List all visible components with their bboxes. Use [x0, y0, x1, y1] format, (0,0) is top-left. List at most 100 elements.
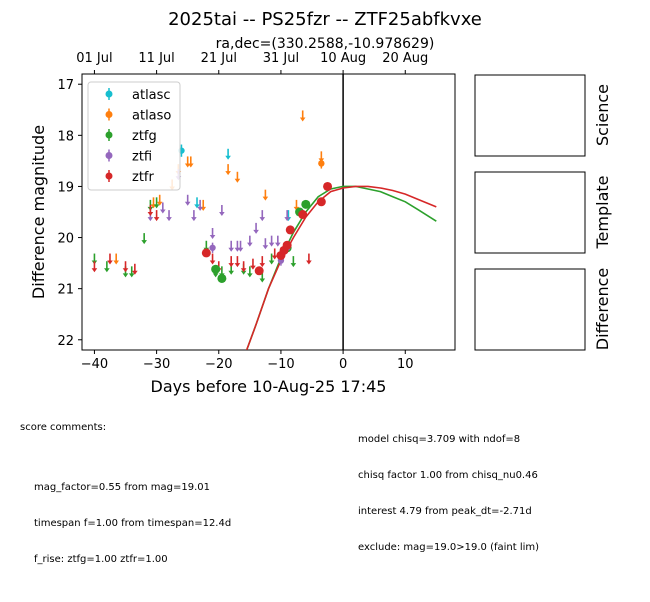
- limit-head: [122, 268, 129, 273]
- detection-point: [254, 266, 264, 276]
- limit-head: [128, 273, 135, 278]
- upper-limit-marker: [306, 253, 312, 265]
- y-tick-label: 22: [57, 334, 74, 349]
- upper-limit-marker: [271, 248, 278, 260]
- upper-limit-marker: [262, 238, 269, 250]
- limit-head: [219, 212, 225, 216]
- legend: atlasc atlaso ztfg ztfi ztfr: [87, 81, 181, 191]
- upper-limit-marker: [107, 253, 113, 265]
- upper-limit-marker: [262, 189, 269, 201]
- score-comment-line: mag_factor=0.55 from mag=19.01: [34, 482, 211, 493]
- y-tick-label: 17: [57, 78, 74, 93]
- upper-limit-marker: [299, 110, 306, 122]
- light-curve-figure: 2025tai -- PS25fzr -- ZTF25abfkvxe ra,dec…: [29, 9, 612, 396]
- upper-limit-marker: [240, 261, 247, 273]
- limit-head: [209, 260, 216, 265]
- data-marker: [323, 181, 333, 191]
- limit-head: [306, 260, 312, 265]
- upper-limit-marker: [259, 210, 266, 222]
- limit-head: [187, 163, 194, 168]
- detection-point: [323, 181, 333, 191]
- legend-marker: [105, 152, 113, 159]
- limit-head: [153, 204, 160, 209]
- limit-head: [132, 270, 138, 275]
- upper-limit-marker: [91, 261, 98, 273]
- upper-limit-marker: [209, 253, 216, 265]
- limit-head: [271, 255, 278, 260]
- upper-limit-marker: [141, 233, 147, 245]
- y-tick-label: 19: [57, 180, 74, 195]
- upper-limit-marker: [228, 256, 234, 268]
- limit-head: [262, 196, 269, 201]
- limit-head: [262, 245, 269, 250]
- upper-limit-marker: [259, 256, 266, 268]
- limit-head: [212, 273, 219, 278]
- limit-head: [184, 201, 191, 206]
- x-axis-label: Days before 10-Aug-25 17:45: [151, 377, 387, 396]
- upper-limit-marker: [253, 222, 259, 234]
- top-tick-label: 11 Jul: [138, 51, 174, 66]
- x-tick-label: −10: [267, 357, 294, 372]
- upper-limit-marker: [104, 261, 110, 273]
- limit-head: [259, 217, 266, 222]
- top-tick-label: 21 Jul: [201, 51, 237, 66]
- upper-limit-marker: [166, 210, 172, 222]
- limit-head: [107, 260, 113, 265]
- upper-limit-marker: [160, 202, 166, 214]
- y-tick-label: 18: [57, 129, 74, 144]
- limit-head: [240, 268, 247, 273]
- limit-head: [247, 242, 253, 247]
- limit-head: [225, 171, 231, 176]
- limit-head: [234, 263, 241, 268]
- limit-head: [153, 217, 160, 222]
- detection-point: [217, 273, 227, 283]
- upper-limit-marker: [153, 210, 160, 222]
- limit-head: [91, 268, 98, 273]
- detection-point: [209, 242, 216, 253]
- limit-head: [141, 240, 147, 245]
- limit-head: [160, 209, 166, 214]
- limit-head: [194, 204, 200, 209]
- x-tick-label: −30: [143, 357, 170, 372]
- image-panel-template: Template: [474, 171, 612, 254]
- upper-limit-marker: [122, 261, 129, 273]
- upper-limit-marker: [247, 235, 253, 247]
- data-marker: [254, 266, 264, 276]
- limit-head: [197, 206, 203, 211]
- legend-marker: [105, 90, 113, 98]
- y-tick-label: 21: [57, 283, 74, 298]
- upper-limit-marker: [132, 263, 138, 275]
- score-comment-line: timespan f=1.00 from timespan=12.4d: [34, 518, 232, 529]
- limit-head: [122, 273, 129, 278]
- y-axis-label: Difference magnitude: [29, 125, 48, 299]
- data-marker: [285, 225, 295, 235]
- top-tick-label: 10 Aug: [320, 51, 366, 66]
- limit-head: [228, 247, 234, 252]
- upper-limit-marker: [268, 235, 275, 247]
- data-marker: [298, 210, 308, 220]
- limit-head: [259, 278, 266, 283]
- top-tick-label: 31 Jul: [263, 51, 299, 66]
- data-marker: [209, 244, 216, 251]
- score-comments-header: score comments:: [20, 422, 107, 433]
- data-marker: [318, 160, 325, 167]
- legend-label: atlaso: [132, 109, 171, 124]
- limit-head: [228, 263, 234, 268]
- image-panel-frame: [474, 268, 586, 351]
- limit-head: [253, 229, 259, 234]
- model-curve: [245, 185, 437, 350]
- upper-limit-marker: [153, 197, 160, 209]
- limit-head: [156, 201, 163, 206]
- detection-point: [285, 225, 295, 235]
- model-info-line: interest 4.79 from peak_dt=-2.71d: [358, 506, 532, 517]
- limit-head: [240, 270, 247, 275]
- model-info-line: exclude: mag=19.0>19.0 (faint lim): [358, 542, 540, 553]
- top-tick-label: 20 Aug: [382, 51, 428, 66]
- upper-limit-marker: [290, 256, 297, 268]
- upper-limit-marker: [209, 228, 216, 239]
- upper-limit-marker: [187, 156, 194, 168]
- score-comment-line: f_rise: ztfg=1.00 ztfr=1.00: [34, 554, 168, 565]
- top-tick-label: 01 Jul: [76, 51, 112, 66]
- upper-limit-marker: [228, 240, 234, 252]
- data-marker: [282, 240, 292, 250]
